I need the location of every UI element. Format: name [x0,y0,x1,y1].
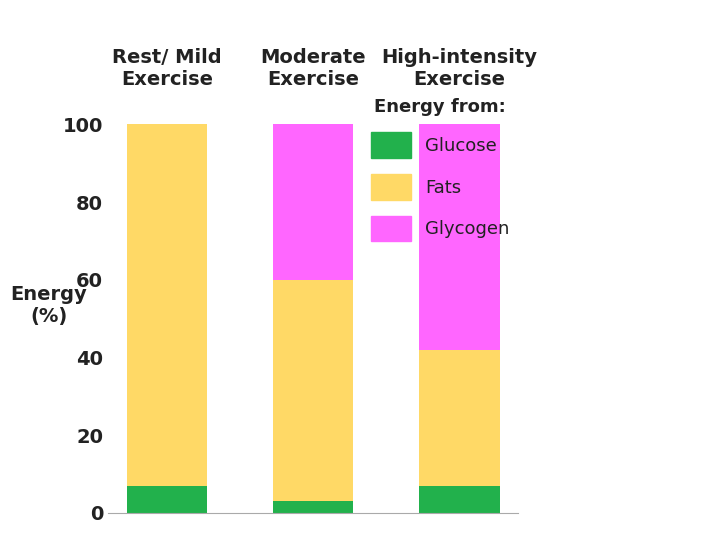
Bar [273,501,354,513]
Bar [127,124,207,486]
Bar [419,350,500,486]
Bar [419,486,500,513]
Bar [419,124,500,350]
Bar [273,280,354,501]
Bar [127,486,207,513]
Y-axis label: Energy
(%): Energy (%) [11,285,87,326]
Legend: Glucose, Fats, Glycogen: Glucose, Fats, Glycogen [371,98,509,241]
Bar [273,124,354,280]
